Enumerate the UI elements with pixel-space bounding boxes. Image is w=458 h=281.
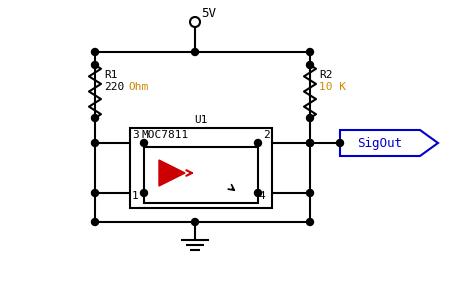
Circle shape: [92, 114, 98, 121]
Circle shape: [306, 62, 313, 69]
Text: SigOut: SigOut: [358, 137, 403, 149]
Text: Ohm: Ohm: [128, 82, 148, 92]
Text: R1: R1: [104, 70, 118, 80]
Text: 5V: 5V: [201, 7, 216, 20]
Circle shape: [141, 189, 147, 196]
Text: U1: U1: [194, 115, 208, 125]
Circle shape: [306, 139, 313, 146]
Circle shape: [92, 62, 98, 69]
Circle shape: [191, 49, 198, 56]
Circle shape: [92, 219, 98, 225]
Text: 2: 2: [263, 130, 270, 140]
Text: MOC7811: MOC7811: [142, 130, 189, 140]
Text: 3: 3: [132, 130, 139, 140]
Circle shape: [306, 219, 313, 225]
Polygon shape: [159, 160, 185, 186]
Polygon shape: [340, 130, 438, 156]
Circle shape: [255, 139, 262, 146]
Circle shape: [255, 189, 262, 196]
Circle shape: [141, 139, 147, 146]
Circle shape: [306, 139, 313, 146]
Text: 1: 1: [132, 191, 139, 201]
Circle shape: [337, 139, 344, 146]
Circle shape: [191, 219, 198, 225]
Text: 10 K: 10 K: [319, 82, 346, 92]
Circle shape: [306, 189, 313, 196]
Circle shape: [306, 49, 313, 56]
Circle shape: [306, 114, 313, 121]
Circle shape: [92, 139, 98, 146]
Text: R2: R2: [319, 70, 333, 80]
Text: 220: 220: [104, 82, 124, 92]
Text: 4: 4: [258, 191, 265, 201]
Circle shape: [92, 189, 98, 196]
Bar: [144, 147, 258, 203]
Bar: [130, 128, 272, 208]
Circle shape: [92, 49, 98, 56]
